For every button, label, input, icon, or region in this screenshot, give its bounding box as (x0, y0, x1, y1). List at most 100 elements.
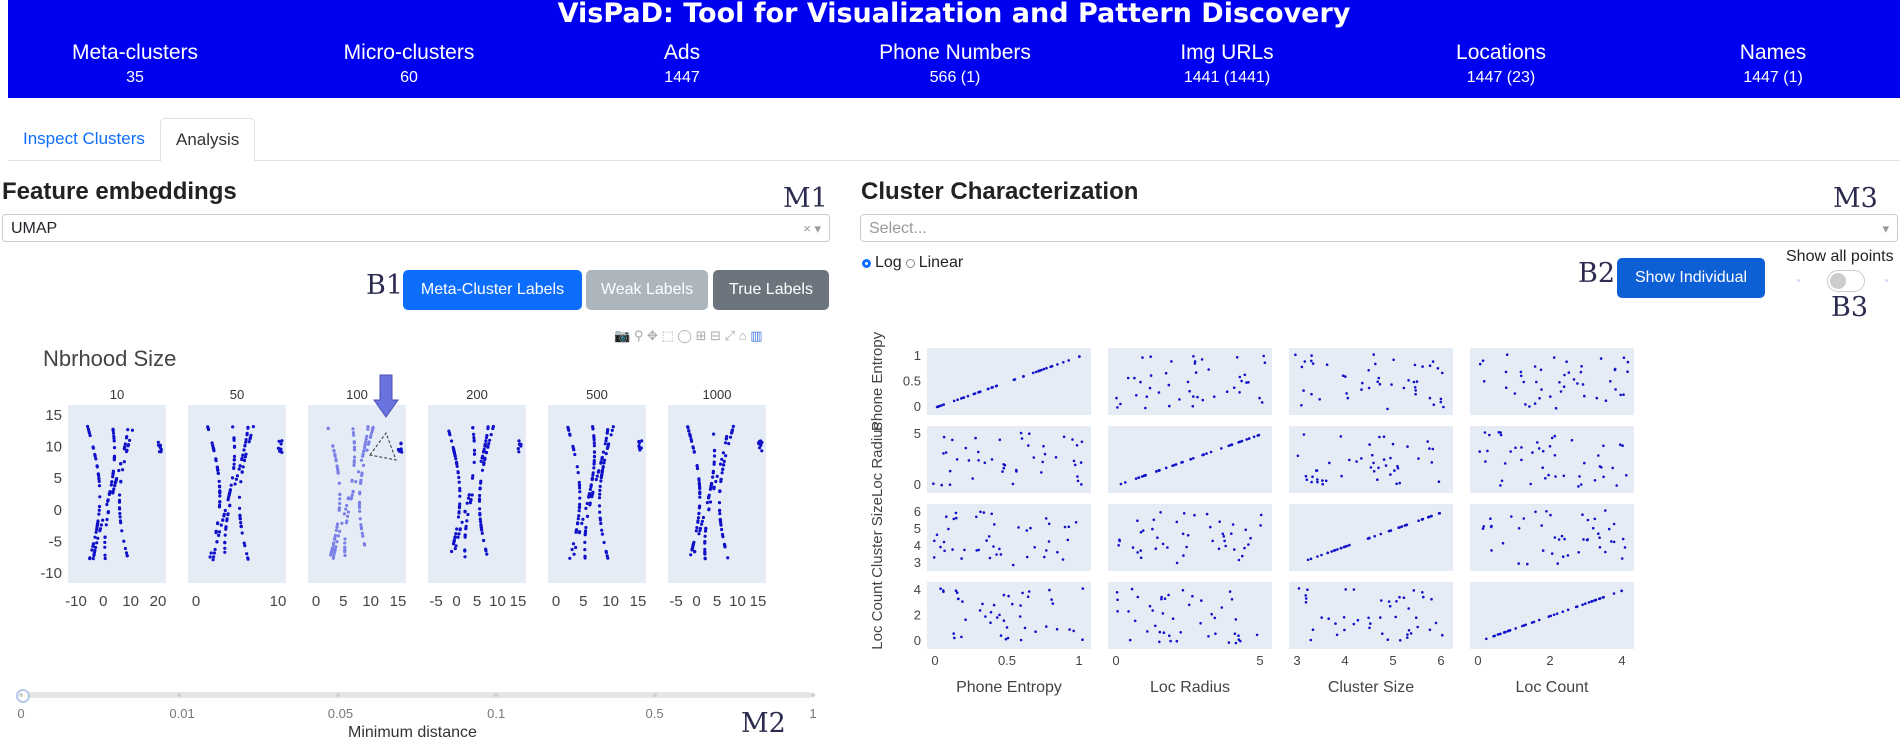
splom-xtick: 3 (1293, 653, 1300, 668)
splom-cell[interactable] (1108, 582, 1272, 649)
splom-ytick: 0 (914, 633, 921, 648)
umap-point (209, 551, 213, 555)
umap-point (367, 440, 371, 444)
umap-point (118, 515, 122, 519)
umap-point (338, 501, 342, 506)
umap-point (472, 439, 476, 443)
umap-point (104, 523, 108, 527)
splom-point (1590, 600, 1594, 603)
umap-point (758, 446, 762, 450)
splom-point (1042, 367, 1046, 371)
umap-panel-100[interactable] (308, 405, 406, 583)
embedding-select[interactable]: UMAP × ▾ (2, 214, 830, 242)
umap-xtick: 15 (630, 593, 647, 610)
splom-point (1327, 617, 1330, 620)
splom-point (1377, 466, 1380, 470)
log-radio-label[interactable]: Log (875, 254, 902, 271)
min-distance-slider-handle[interactable] (16, 689, 30, 703)
camera-icon[interactable]: 📷 (614, 328, 631, 343)
splom-point (1194, 371, 1198, 374)
umap-panel-50[interactable] (188, 405, 286, 583)
umap-point (457, 506, 461, 510)
chevron-down-icon[interactable]: ▾ (1882, 221, 1889, 236)
umap-point (710, 481, 714, 486)
home-icon[interactable]: ⌂ (738, 328, 747, 343)
umap-point (467, 493, 471, 497)
umap-point (217, 484, 222, 488)
splom-cell[interactable] (927, 348, 1091, 415)
splom-point (1237, 634, 1240, 637)
umap-point (279, 442, 283, 446)
splom-point (1161, 542, 1165, 546)
umap-point (706, 496, 711, 500)
umap-point (331, 444, 335, 448)
umap-panel-title: 1000 (703, 387, 732, 402)
log-radio[interactable] (862, 258, 871, 268)
umap-point (605, 431, 609, 435)
box-select-icon[interactable]: ⬚ (661, 328, 674, 343)
pan-icon[interactable]: ✥ (646, 328, 658, 343)
splom-cell[interactable] (1470, 348, 1634, 415)
splom-cell[interactable] (1289, 582, 1453, 649)
feature-select[interactable]: Select... ▾ (860, 214, 1898, 242)
umap-panel-1000[interactable] (668, 405, 766, 583)
umap-point (583, 554, 587, 558)
tab-analysis[interactable]: Analysis (160, 118, 256, 162)
min-distance-slider-track[interactable] (20, 692, 812, 698)
splom-cell[interactable] (1289, 504, 1453, 571)
splom-point (1529, 482, 1532, 486)
linear-radio[interactable] (905, 258, 915, 268)
umap-point (724, 454, 728, 458)
scatter-matrix-plot[interactable]: Phone Entropy 1 0.5 0 Loc Radius 5 0 Cluster Si… (860, 320, 1660, 700)
splom-cell[interactable] (1289, 348, 1453, 415)
umap-panel-500[interactable] (548, 405, 646, 583)
splom-point (989, 621, 992, 624)
splom-point (989, 610, 993, 614)
linear-radio-label[interactable]: Linear (918, 254, 964, 271)
autoscale-icon[interactable]: ⤢ (724, 328, 736, 343)
zoom-icon[interactable]: ⚲ (633, 328, 644, 343)
lasso-icon[interactable]: ◯ (677, 328, 692, 343)
splom-point (1586, 518, 1590, 522)
umap-point (480, 468, 485, 472)
umap-point (279, 450, 283, 454)
show-individual-button[interactable]: Show Individual (1617, 258, 1765, 298)
splom-point (1003, 463, 1007, 467)
splom-point (1553, 434, 1557, 438)
umap-point (103, 556, 107, 561)
clear-icon[interactable]: × (803, 221, 811, 236)
slider-tick: 0.05 (327, 706, 354, 721)
splom-cell[interactable] (1108, 348, 1272, 415)
splom-cell[interactable] (927, 504, 1091, 571)
splom-point (1326, 551, 1329, 555)
splom-cell[interactable] (1108, 504, 1272, 571)
umap-point (637, 441, 642, 445)
umap-xtick: 0 (692, 593, 700, 610)
stat-locations: Locations 1447 (23) (1456, 40, 1546, 90)
splom-point (1602, 444, 1605, 448)
weak-labels-button[interactable]: Weak Labels (586, 270, 708, 310)
meta-cluster-labels-button[interactable]: Meta-Cluster Labels (403, 270, 582, 310)
splom-cell[interactable] (927, 426, 1091, 493)
splom-cell[interactable] (1470, 426, 1634, 493)
zoom-in-icon[interactable]: ⊞ (695, 328, 707, 343)
splom-cell[interactable] (927, 582, 1091, 649)
umap-point (592, 455, 597, 459)
umap-panel-10[interactable] (68, 405, 166, 583)
tab-inspect-clusters[interactable]: Inspect Clusters (23, 129, 145, 148)
true-labels-button[interactable]: True Labels (713, 270, 829, 310)
splom-point (935, 533, 939, 537)
umap-panel-200[interactable] (428, 405, 526, 583)
umap-point (592, 441, 596, 445)
zoom-out-icon[interactable]: ⊟ (710, 328, 722, 343)
splom-point (1189, 458, 1192, 461)
splom-point (1619, 443, 1622, 446)
show-all-points-toggle[interactable] (1827, 270, 1865, 292)
umap-point (99, 523, 103, 527)
umap-point (225, 517, 229, 521)
splom-cell[interactable] (1470, 504, 1634, 571)
umap-point (88, 557, 92, 561)
chevron-down-icon[interactable]: ▾ (814, 221, 821, 236)
splom-cell[interactable] (1289, 426, 1453, 493)
